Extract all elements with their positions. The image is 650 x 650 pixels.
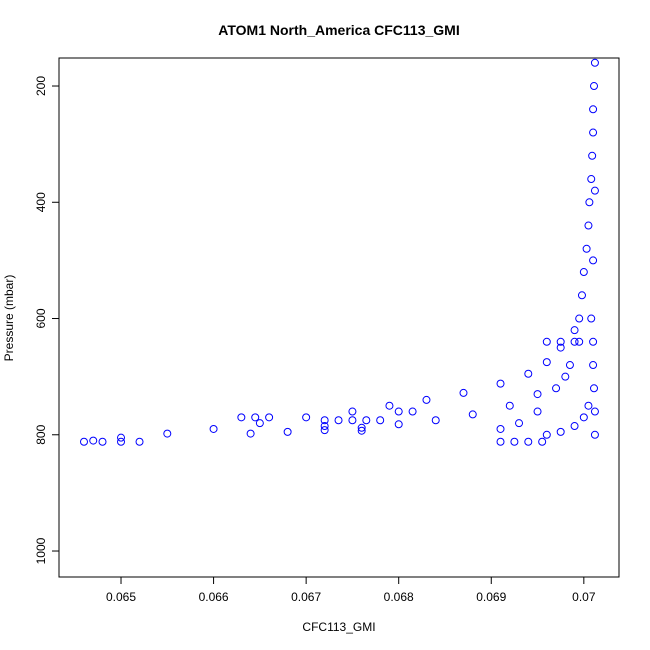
point xyxy=(570,337,579,346)
point xyxy=(584,401,593,410)
point xyxy=(209,424,218,433)
point xyxy=(524,437,533,446)
point xyxy=(585,198,594,207)
point xyxy=(431,416,440,425)
point xyxy=(590,407,599,416)
point xyxy=(255,419,264,428)
point xyxy=(590,82,599,91)
point xyxy=(579,413,588,422)
point xyxy=(538,437,547,446)
point xyxy=(496,379,505,388)
point xyxy=(587,314,596,323)
point xyxy=(556,343,565,352)
point xyxy=(394,407,403,416)
chart-title: ATOM1 North_America CFC113_GMI xyxy=(218,22,459,38)
point xyxy=(362,416,371,425)
point xyxy=(575,337,584,346)
point xyxy=(589,256,598,265)
point xyxy=(556,427,565,436)
point xyxy=(588,151,597,160)
point xyxy=(542,430,551,439)
point xyxy=(565,361,574,370)
x-axis-label: CFC113_GMI xyxy=(302,620,375,634)
point xyxy=(584,221,593,230)
y-tick-label: 200 xyxy=(34,76,48,96)
point xyxy=(496,424,505,433)
point xyxy=(587,175,596,184)
point xyxy=(246,429,255,438)
point xyxy=(135,437,144,446)
point xyxy=(385,401,394,410)
point xyxy=(590,430,599,439)
point xyxy=(515,419,524,428)
point xyxy=(117,433,126,442)
point xyxy=(579,268,588,277)
point xyxy=(117,437,126,446)
point xyxy=(590,384,599,393)
point xyxy=(577,291,586,300)
x-tick-label: 0.069 xyxy=(476,590,506,604)
point xyxy=(589,128,598,137)
point xyxy=(582,244,591,253)
point xyxy=(496,437,505,446)
point xyxy=(589,337,598,346)
point xyxy=(357,426,366,435)
point xyxy=(459,388,468,397)
x-tick-label: 0.068 xyxy=(384,590,414,604)
point xyxy=(542,358,551,367)
point xyxy=(320,426,329,435)
y-tick-label: 800 xyxy=(34,424,48,444)
point xyxy=(348,407,357,416)
point xyxy=(251,413,260,422)
point xyxy=(542,337,551,346)
point xyxy=(510,437,519,446)
y-tick-label: 400 xyxy=(34,192,48,212)
plot-box xyxy=(58,57,620,578)
point xyxy=(533,407,542,416)
point xyxy=(561,372,570,381)
x-tick-label: 0.067 xyxy=(291,590,321,604)
point xyxy=(79,437,88,446)
point xyxy=(589,361,598,370)
point xyxy=(237,413,246,422)
point xyxy=(357,423,366,432)
point xyxy=(505,401,514,410)
point xyxy=(590,58,599,67)
point xyxy=(422,395,431,404)
point xyxy=(524,369,533,378)
point xyxy=(302,413,311,422)
point xyxy=(408,407,417,416)
point xyxy=(320,416,329,425)
point xyxy=(533,390,542,399)
point xyxy=(320,422,329,431)
x-tick-label: 0.066 xyxy=(199,590,229,604)
y-tick-label: 1000 xyxy=(34,537,48,564)
point xyxy=(98,437,107,446)
point xyxy=(468,410,477,419)
point xyxy=(283,427,292,436)
point xyxy=(570,422,579,431)
point xyxy=(556,337,565,346)
point xyxy=(575,314,584,323)
point xyxy=(376,416,385,425)
x-tick-label: 0.07 xyxy=(572,590,596,604)
point xyxy=(334,416,343,425)
point xyxy=(163,429,172,438)
point xyxy=(552,384,561,393)
point xyxy=(394,420,403,429)
point xyxy=(590,186,599,195)
point xyxy=(570,326,579,335)
point xyxy=(265,413,274,422)
point xyxy=(89,436,98,445)
y-tick-label: 600 xyxy=(34,308,48,328)
point xyxy=(589,105,598,114)
x-tick-label: 0.065 xyxy=(106,590,136,604)
point xyxy=(348,416,357,425)
y-axis-label: Pressure (mbar) xyxy=(2,275,16,362)
